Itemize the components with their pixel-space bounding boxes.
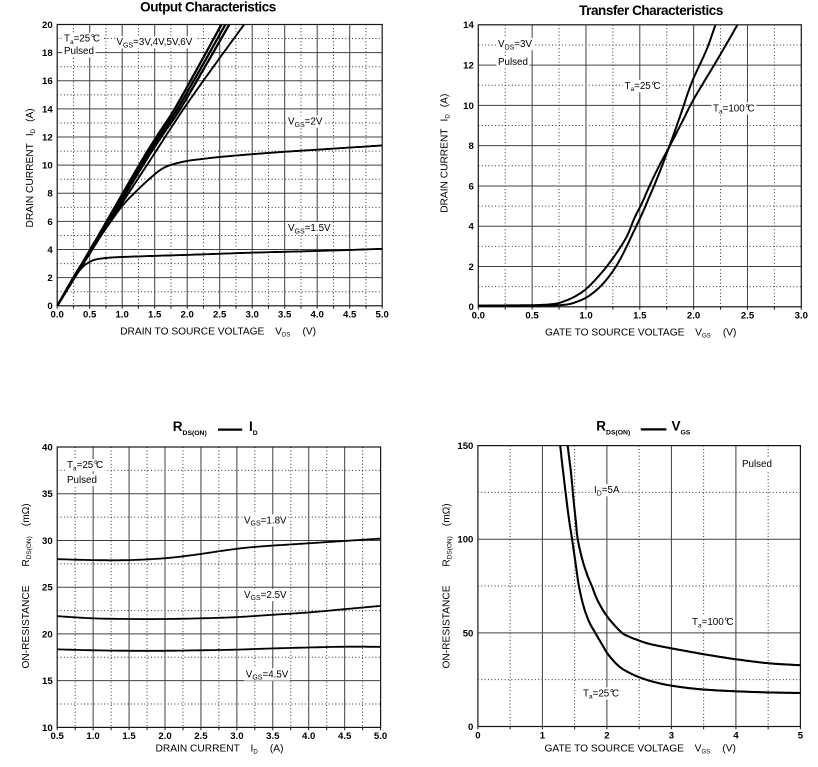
svg-text:2.5: 2.5 (213, 310, 227, 321)
svg-text:4.5: 4.5 (338, 731, 352, 742)
svg-text:10: 10 (463, 101, 474, 112)
svg-text:VGS=4.5V: VGS=4.5V (246, 669, 289, 681)
svg-text:4: 4 (733, 730, 739, 741)
svg-text:4: 4 (468, 222, 474, 233)
svg-text:50: 50 (463, 628, 474, 639)
svg-text:3.0: 3.0 (230, 731, 243, 742)
svg-text:2: 2 (47, 273, 52, 284)
svg-text:VGS=1.8V: VGS=1.8V (244, 515, 287, 527)
svg-text:4.5: 4.5 (343, 310, 357, 321)
svg-text:0.0: 0.0 (51, 310, 64, 321)
svg-text:5: 5 (798, 730, 804, 741)
svg-text:12: 12 (463, 61, 474, 72)
svg-text:18: 18 (42, 48, 53, 59)
svg-text:DRAIN CURRENTID(A): DRAIN CURRENTID(A) (156, 744, 284, 756)
svg-text:3.0: 3.0 (795, 311, 808, 322)
svg-text:Pulsed: Pulsed (64, 46, 94, 57)
svg-text:4.0: 4.0 (311, 310, 324, 321)
svg-text:ID=5A: ID=5A (594, 485, 620, 497)
svg-text:16: 16 (42, 76, 53, 87)
svg-text:0: 0 (468, 302, 473, 313)
svg-text:35: 35 (42, 489, 53, 500)
svg-text:0.0: 0.0 (472, 311, 485, 322)
svg-text:1.0: 1.0 (116, 310, 129, 321)
svg-text:30: 30 (42, 536, 53, 547)
svg-text:0: 0 (468, 722, 473, 733)
svg-text:3.0: 3.0 (246, 310, 259, 321)
svg-text:25: 25 (42, 583, 53, 594)
svg-text:40: 40 (42, 442, 53, 453)
svg-text:5.0: 5.0 (374, 731, 387, 742)
svg-text:14: 14 (463, 20, 474, 31)
svg-text:1.5: 1.5 (122, 731, 136, 742)
svg-text:1: 1 (540, 730, 546, 741)
svg-text:Ta=25°C: Ta=25°C (64, 34, 100, 46)
svg-text:8: 8 (468, 141, 474, 152)
svg-text:0.5: 0.5 (525, 311, 539, 322)
svg-text:10: 10 (42, 161, 53, 172)
svg-text:DRAIN CURRENTID(A): DRAIN CURRENTID(A) (439, 94, 451, 213)
svg-text:20: 20 (42, 629, 53, 640)
svg-text:100: 100 (457, 535, 473, 546)
svg-text:Ta=100°C: Ta=100°C (713, 103, 755, 115)
svg-text:10: 10 (42, 723, 53, 734)
svg-text:15: 15 (42, 676, 53, 687)
svg-text:12: 12 (42, 132, 53, 143)
svg-text:0: 0 (47, 301, 52, 312)
svg-text:VGS=2V: VGS=2V (288, 117, 323, 129)
svg-text:0: 0 (475, 730, 480, 741)
svg-text:VDS=3V: VDS=3V (498, 39, 532, 51)
svg-text:1.5: 1.5 (148, 310, 162, 321)
svg-text:Ta=25°C: Ta=25°C (67, 460, 103, 472)
svg-text:2.5: 2.5 (194, 731, 208, 742)
svg-text:2.0: 2.0 (181, 310, 194, 321)
svg-text:Pulsed: Pulsed (742, 459, 772, 470)
svg-text:Output Characteristics: Output Characteristics (140, 0, 276, 15)
svg-text:2.0: 2.0 (158, 731, 171, 742)
svg-text:0.5: 0.5 (83, 310, 97, 321)
svg-text:2: 2 (604, 730, 609, 741)
svg-text:2: 2 (468, 262, 473, 273)
svg-text:20: 20 (42, 20, 53, 31)
svg-text:6: 6 (47, 217, 52, 228)
svg-text:14: 14 (42, 104, 53, 115)
svg-text:ON-RESISTANCERDS(ON)(mΩ): ON-RESISTANCERDS(ON)(mΩ) (21, 503, 33, 668)
svg-text:8: 8 (47, 189, 53, 200)
svg-text:RDS(ON): RDS(ON) (173, 419, 207, 437)
svg-text:Pulsed: Pulsed (498, 57, 528, 68)
svg-text:150: 150 (457, 441, 473, 452)
svg-text:1.5: 1.5 (633, 311, 647, 322)
svg-text:1.0: 1.0 (86, 731, 99, 742)
svg-text:Transfer Characteristics: Transfer Characteristics (579, 3, 723, 18)
svg-text:VGS=3V,4V,5V,6V: VGS=3V,4V,5V,6V (117, 37, 193, 49)
svg-text:Ta=100°C: Ta=100°C (692, 617, 734, 629)
svg-text:Ta=25°C: Ta=25°C (583, 688, 619, 700)
svg-text:0.5: 0.5 (51, 731, 65, 742)
svg-text:6: 6 (468, 181, 473, 192)
svg-text:DRAIN CURRENTID(A): DRAIN CURRENTID(A) (25, 108, 37, 227)
svg-text:VGS=1.5V: VGS=1.5V (288, 223, 331, 235)
svg-text:Ta=25°C: Ta=25°C (625, 81, 661, 93)
svg-text:1.0: 1.0 (579, 311, 592, 322)
svg-text:3.5: 3.5 (266, 731, 280, 742)
svg-text:3: 3 (669, 730, 674, 741)
svg-text:Pulsed: Pulsed (67, 475, 97, 486)
svg-text:ID: ID (249, 419, 258, 437)
svg-text:5.0: 5.0 (376, 310, 389, 321)
svg-text:2.0: 2.0 (687, 311, 700, 322)
svg-text:2.5: 2.5 (741, 311, 755, 322)
svg-text:VGS: VGS (672, 419, 691, 437)
svg-text:RDS(ON): RDS(ON) (596, 419, 630, 437)
svg-text:VGS=2.5V: VGS=2.5V (244, 590, 287, 602)
svg-text:4.0: 4.0 (302, 731, 315, 742)
svg-text:4: 4 (47, 245, 53, 256)
svg-text:3.5: 3.5 (278, 310, 292, 321)
svg-text:ON-RESISTANCERDS(ON)(mΩ): ON-RESISTANCERDS(ON)(mΩ) (442, 503, 454, 668)
